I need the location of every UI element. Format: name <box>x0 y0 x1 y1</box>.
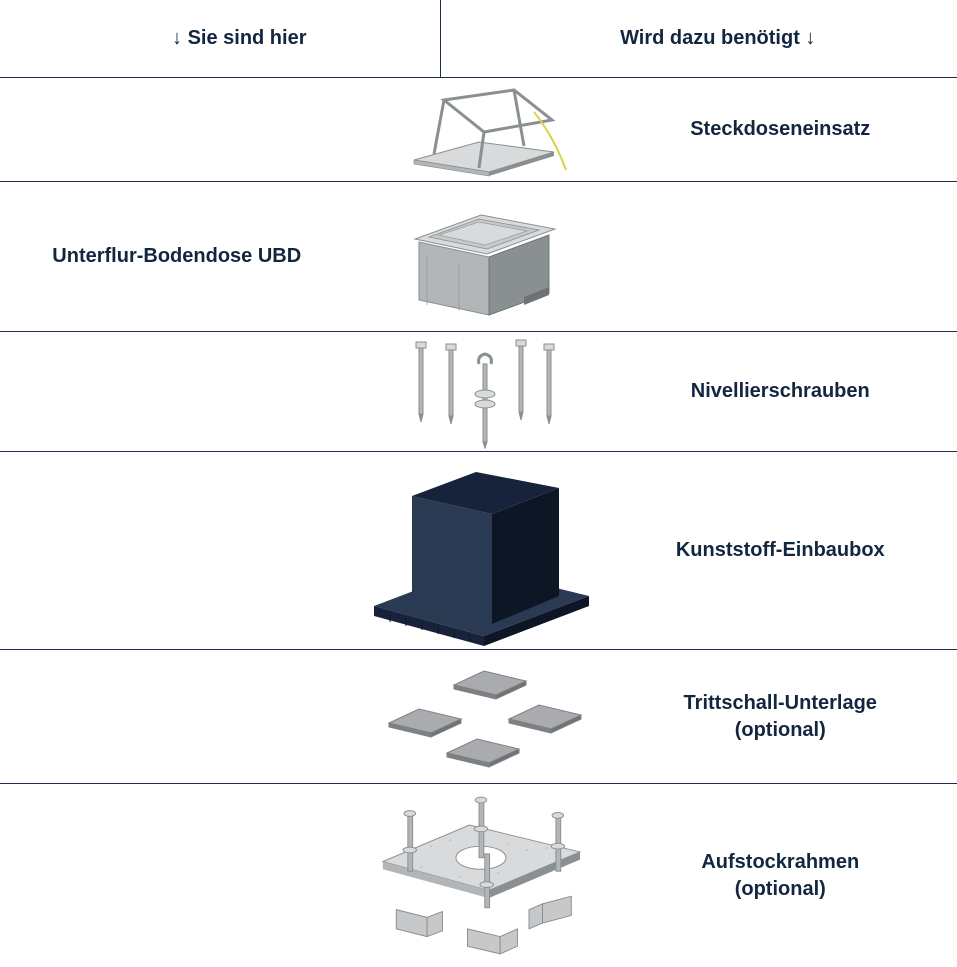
row-plastic-box: Kunststoff-Einbaubox <box>0 451 957 649</box>
row-extension-frame: Aufstockrahmen(optional) <box>0 783 957 967</box>
header-left: ↓ Sie sind hier <box>0 0 479 77</box>
header-right-text: Wird dazu benötigt <box>620 27 800 50</box>
header-left-text: Sie sind hier <box>188 27 307 50</box>
diagram-container: ↓ Sie sind hier Wird dazu benötigt ↓ <box>0 0 957 967</box>
row-pads: Trittschall-Unterlage(optional) <box>0 649 957 783</box>
floor-box-icon <box>379 187 579 327</box>
row-floor-box: Unterflur-Bodendose UBD <box>0 181 957 331</box>
header-row: ↓ Sie sind hier Wird dazu benötigt ↓ <box>0 0 957 77</box>
label-right-3: Nivellierschrauben <box>604 378 957 405</box>
image-plastic-box <box>354 452 604 649</box>
extension-frame-icon <box>354 791 604 961</box>
image-extension-frame <box>354 784 604 967</box>
label-right-6: Aufstockrahmen(optional) <box>604 849 957 903</box>
label-right-5: Trittschall-Unterlage(optional) <box>604 690 957 744</box>
header-right: Wird dazu benötigt ↓ <box>479 0 957 77</box>
plastic-box-icon <box>354 456 604 646</box>
label-right-4: Kunststoff-Einbaubox <box>604 537 957 564</box>
leveling-screws-icon <box>389 334 569 450</box>
image-leveling-screws <box>354 332 604 451</box>
down-arrow-icon: ↓ <box>805 27 815 50</box>
label-left-2: Unterflur-Bodendose UBD <box>0 243 354 270</box>
label-right-1: Steckdoseneinsatz <box>604 116 957 143</box>
row-socket-insert: Steckdoseneinsatz <box>0 77 957 181</box>
pads-icon <box>369 657 589 777</box>
image-floor-box <box>354 182 604 331</box>
row-leveling-screws: Nivellierschrauben <box>0 331 957 451</box>
image-socket-insert <box>354 78 604 181</box>
socket-insert-icon <box>384 82 574 178</box>
down-arrow-icon: ↓ <box>172 27 182 50</box>
image-pads <box>354 650 604 783</box>
